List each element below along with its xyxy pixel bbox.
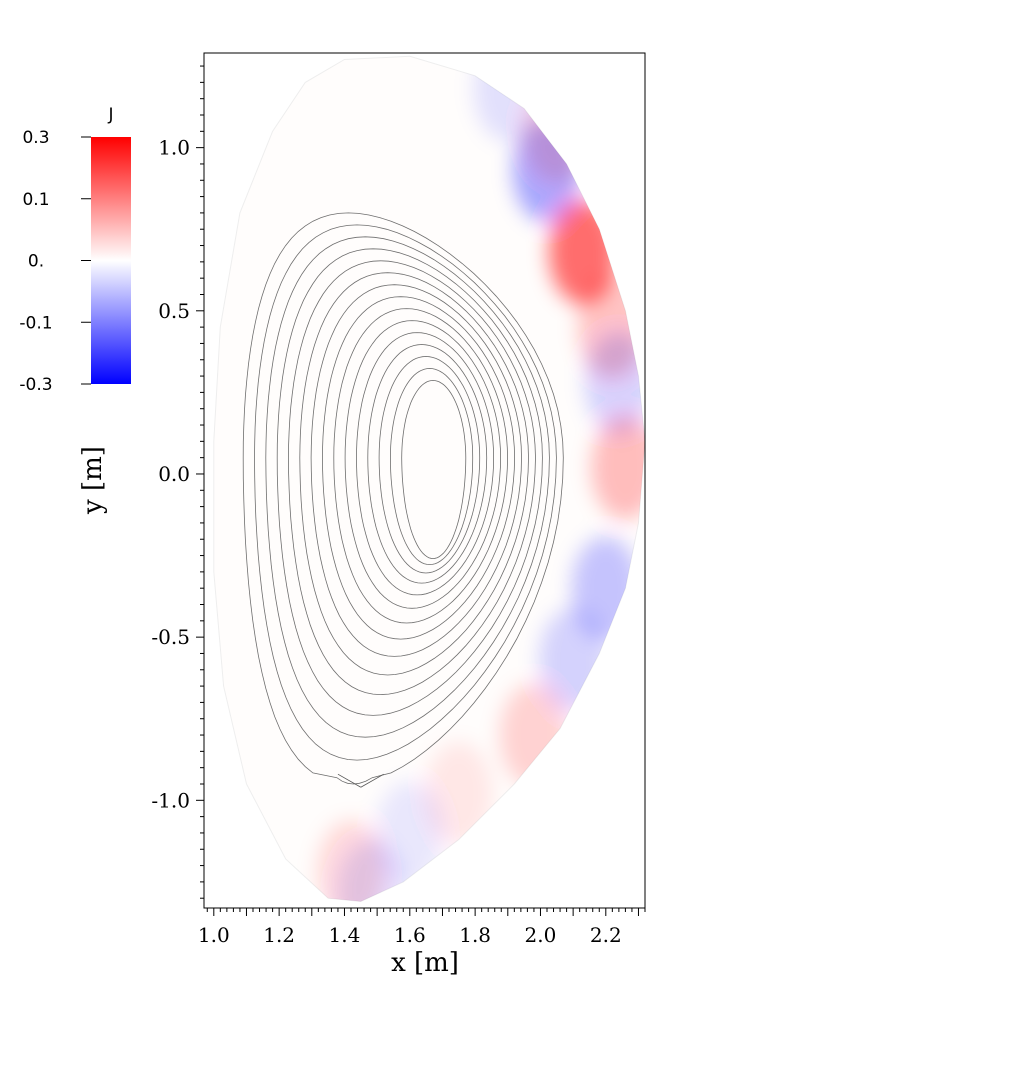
flux-contour [333,308,509,624]
y-tick-label: -0.5 [151,625,190,649]
y-tick-label: 0.0 [158,462,190,486]
x-tick-label: 2.2 [590,923,622,947]
flux-contour [265,236,550,738]
flux-contour [344,320,502,609]
y-tick-label: 0.5 [158,299,190,323]
flux-contour [276,248,543,716]
x-tick-label: 1.6 [394,923,426,947]
plot-frame [203,52,646,909]
flux-contour [322,296,516,640]
colorbar-tick-label: 0.3 [22,128,49,148]
flux-contour [367,344,488,584]
flux-contour [389,368,474,566]
y-axis-label: y [m] [78,446,108,515]
flux-surface-contours [242,212,564,788]
flux-contour [254,224,557,761]
flux-contour [242,212,564,785]
separatrix-leg [360,773,384,788]
current-blob [591,415,646,520]
y-axis: 1.0 0.5 0.0 -0.5 -1.0 [151,65,204,899]
x-axis-label: x [m] [391,948,459,978]
colorbar-ticks: 0.3 0.1 0. -0.1 -0.3 [19,128,91,395]
flux-contour [288,260,536,696]
x-axis: 1.0 1.2 1.4 1.6 1.8 2.0 2.2 [198,908,646,947]
current-blob [522,79,591,184]
colorbar-tick-label: 0.1 [22,190,49,210]
flux-contour [378,356,481,574]
x-tick-label: 1.8 [459,923,491,947]
colorbar-title: J [107,105,113,125]
x-tick-label: 1.2 [263,923,295,947]
flux-contour [299,272,529,676]
colorbar-tick-label: 0. [28,252,44,272]
plot-area [203,52,646,909]
y-tick-label: -1.0 [151,788,190,812]
x-tick-label: 1.0 [198,923,230,947]
colorbar-tick-label: -0.1 [19,313,52,333]
x-tick-label: 1.4 [329,923,361,947]
current-blob [336,839,405,902]
flux-contour [310,284,522,657]
flux-contour [401,379,467,560]
colorbar-gradient [91,137,131,384]
colorbar-tick-label: -0.3 [19,375,52,395]
y-tick-label: 1.0 [158,136,190,160]
flux-contour [355,332,495,596]
separatrix-leg [337,773,361,788]
colorbar: J 0.3 0.1 0. -0.1 -0.3 [19,105,131,395]
current-blob [499,683,568,788]
x-tick-label: 2.0 [525,923,557,947]
